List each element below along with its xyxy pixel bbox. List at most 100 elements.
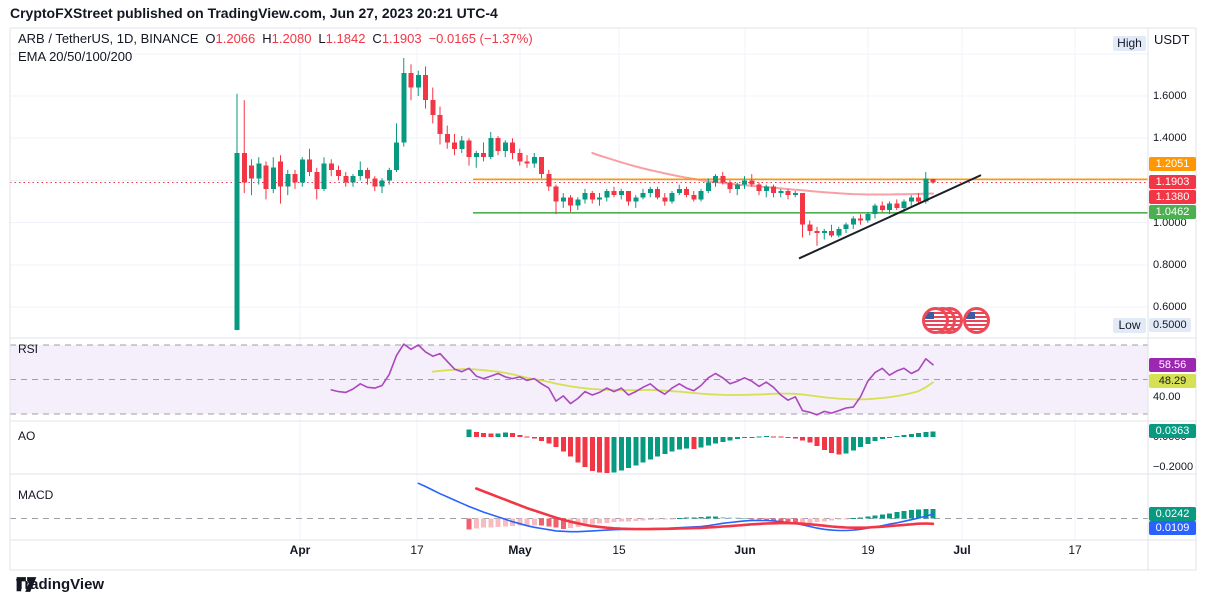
ao-bar (553, 437, 559, 447)
macd-histogram-bar (908, 510, 914, 519)
candle-body (589, 193, 595, 200)
ao-bar (488, 433, 494, 437)
candle-body (901, 201, 907, 208)
rsi-value-badge: 48.29 (1149, 374, 1196, 388)
macd-histogram-bar (756, 518, 762, 520)
candle-body (466, 140, 472, 158)
candle-body (807, 224, 813, 232)
macd-histogram-bar (502, 518, 508, 527)
ao-bar (821, 437, 827, 450)
candle-body (401, 72, 407, 143)
macd-histogram-bar (568, 518, 573, 529)
candle-body (611, 190, 617, 196)
ohlc-key: L (318, 31, 326, 46)
ao-value-badge: 0.0363 (1149, 424, 1196, 438)
candle-body (879, 205, 885, 210)
macd-histogram-bar (626, 518, 631, 522)
candle-body (502, 142, 508, 151)
high-range-badge: High (1113, 36, 1146, 51)
macd-histogram-bar (843, 518, 849, 520)
candle-body (662, 197, 668, 202)
candle-body (278, 161, 283, 187)
ao-bar (589, 437, 595, 472)
ao-bar (662, 437, 668, 454)
candle-body (394, 142, 399, 170)
ao-bar (531, 437, 537, 439)
ao-bar (800, 437, 805, 441)
candle-body (473, 152, 479, 158)
candle-body (756, 184, 762, 191)
macd-histogram-bar (553, 518, 559, 528)
candle-body (597, 197, 602, 200)
candle-body (676, 188, 682, 194)
candle-body (792, 193, 798, 196)
ao-bar (713, 437, 718, 444)
ohlc-values: O1.2066 H1.2080 L1.1842 C1.1903 (198, 31, 421, 46)
candle-body (444, 133, 450, 143)
ohlc-key: O (205, 31, 216, 46)
macd-histogram-bar (749, 518, 755, 520)
macd-histogram-bar (582, 518, 588, 526)
candle-body (749, 180, 755, 185)
candle-body (814, 231, 820, 234)
candle-body (930, 179, 936, 183)
candle-body (430, 100, 436, 115)
rsi-value-badge: 58.56 (1149, 358, 1196, 372)
ao-bar (792, 437, 798, 439)
ao-bar (597, 437, 602, 473)
candle-body (633, 197, 639, 202)
candle-body (495, 138, 501, 151)
macd-histogram-bar (778, 518, 784, 523)
ao-bar (778, 436, 784, 438)
ao-bar (691, 437, 697, 449)
macd-histogram-bar (705, 516, 711, 519)
us-flag-event-icon[interactable] (922, 307, 949, 334)
macd-histogram-bar (807, 518, 813, 523)
ohlc-key: C (372, 31, 382, 46)
candle-body (452, 142, 457, 149)
us-flag-event-icon[interactable] (963, 307, 990, 334)
candle-body (785, 190, 791, 196)
macd-histogram-bar (829, 518, 834, 521)
candle-body (357, 169, 363, 177)
macd-histogram-bar (488, 518, 494, 528)
candle-body (800, 193, 805, 225)
macd-histogram-bar (655, 518, 660, 520)
time-tick-label: Jun (734, 543, 756, 557)
ao-bar (546, 437, 552, 444)
ohlc-value: 1.1903 (381, 31, 422, 46)
candle-body (343, 176, 349, 183)
candle-body (241, 152, 247, 183)
macd-histogram-bar (539, 518, 544, 526)
price-tick-label: 1.0000 (1153, 217, 1187, 229)
ohlc-value: 1.2066 (215, 31, 256, 46)
candle-body (546, 174, 552, 187)
macd-histogram-bar (684, 517, 689, 519)
candle-body (742, 180, 747, 185)
ao-bar (858, 437, 863, 447)
macd-histogram-bar (901, 510, 907, 519)
macd-histogram-bar (524, 518, 530, 526)
macd-histogram-bar (481, 518, 486, 528)
ao-bar (647, 437, 653, 460)
candle-body (836, 228, 842, 236)
macd-pane-label: MACD (18, 488, 54, 502)
ao-bar (669, 437, 675, 452)
ao-bar (850, 437, 856, 451)
tradingview-link[interactable]: TradingView (16, 576, 104, 593)
ao-bar (705, 437, 711, 446)
macd-histogram-bar (771, 518, 776, 521)
macd-histogram-bar (698, 516, 704, 519)
ao-bar (879, 437, 885, 439)
ao-bar (865, 437, 871, 444)
macd-histogram-bar (727, 517, 733, 519)
time-tick-label: 15 (612, 543, 626, 557)
candle-body (575, 199, 581, 206)
macd-histogram-bar (633, 518, 639, 521)
time-tick-label: May (508, 543, 532, 557)
price-tick-label: 1.4000 (1153, 132, 1187, 144)
ao-bar (908, 433, 914, 437)
candle-body (894, 203, 900, 208)
